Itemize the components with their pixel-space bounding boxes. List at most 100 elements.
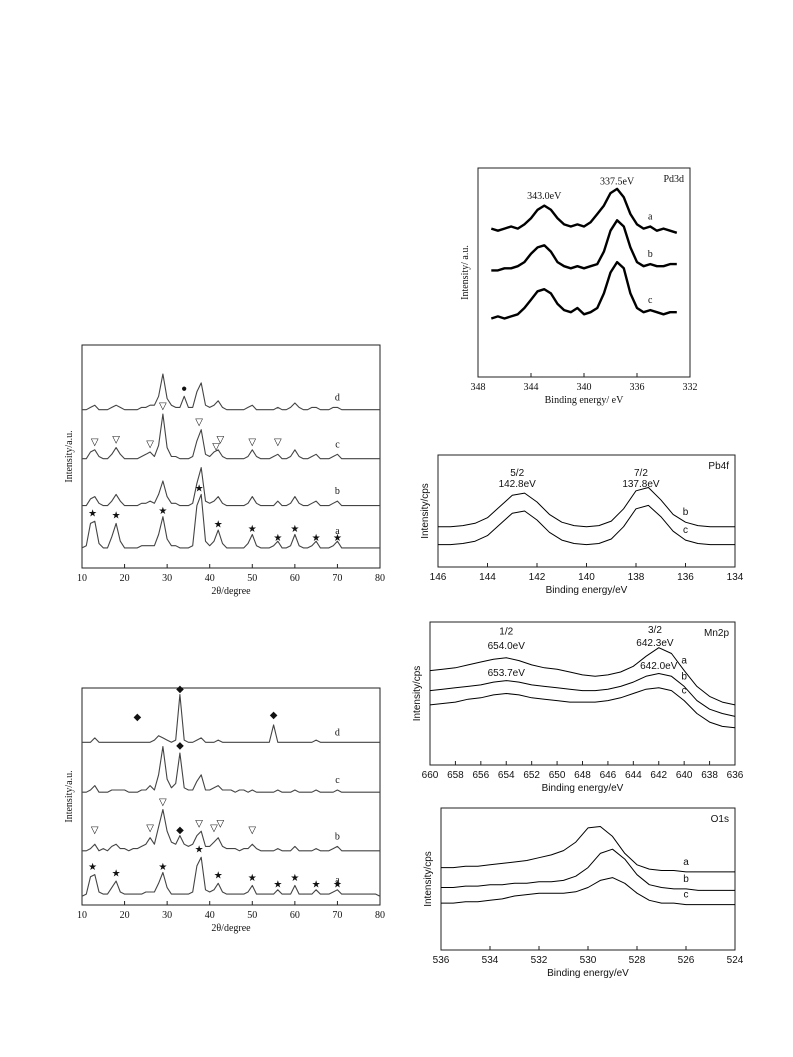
spectrum-line	[429, 687, 736, 729]
x-tick-label: 528	[629, 955, 646, 966]
spectrum-line	[438, 487, 735, 528]
x-tick-label: 640	[676, 770, 693, 781]
annotation: ▽	[91, 437, 99, 448]
series-label: b	[648, 249, 653, 260]
annotation: ▽	[146, 439, 154, 450]
x-tick-label: 10	[77, 910, 87, 921]
spectrum-line	[81, 856, 381, 897]
annotation: 337.5eV	[600, 177, 635, 188]
annotation: ★	[158, 862, 167, 873]
spectrum-line	[82, 467, 380, 507]
x-tick-label: 532	[531, 955, 548, 966]
annotation: ★	[112, 868, 121, 879]
annotation: ◆	[176, 740, 184, 751]
x-tick-label: 70	[332, 573, 342, 584]
x-tick-label: 30	[162, 573, 172, 584]
x-axis-label: Binding energy/eV	[542, 783, 624, 794]
annotation: 137.8eV	[622, 479, 660, 490]
plot-frame	[81, 344, 381, 569]
panel-title: Mn2p	[704, 628, 729, 639]
annotation: ★	[214, 519, 223, 530]
annotation: ★	[290, 524, 299, 535]
annotation: ▽	[195, 819, 203, 830]
y-axis-label: Intensity/cps	[412, 666, 423, 722]
annotation: ★	[195, 845, 204, 856]
x-tick-label: 10	[77, 573, 87, 584]
x-tick-label: 336	[630, 382, 645, 393]
annotation: 642.3eV	[636, 638, 674, 649]
x-tick-label: 658	[447, 770, 464, 781]
annotation: ★	[248, 873, 257, 884]
series-label: b	[683, 874, 689, 885]
x-tick-label: 146	[430, 572, 447, 583]
spectrum-line	[82, 693, 380, 743]
x-tick-label: 660	[422, 770, 439, 781]
series-label: a	[648, 212, 653, 223]
plot-frame	[440, 807, 736, 951]
annotation: ★	[112, 510, 121, 521]
y-axis-label: Intensity/ a.u.	[460, 245, 471, 300]
spectrum-line	[490, 187, 678, 234]
x-tick-label: 636	[727, 770, 744, 781]
spectrum-line	[491, 219, 677, 272]
x-axis-label: 2θ/degree	[211, 923, 251, 934]
annotation: ▽	[159, 797, 167, 808]
spectrum-line	[441, 848, 735, 891]
x-tick-label: 646	[600, 770, 617, 781]
x-tick-label: 20	[120, 910, 130, 921]
x-tick-label: 536	[433, 955, 450, 966]
x-tick-label: 40	[205, 910, 215, 921]
annotation: ★	[273, 533, 282, 544]
x-tick-label: 534	[482, 955, 499, 966]
annotation: ▽	[248, 825, 256, 836]
annotation: ●	[181, 383, 187, 394]
x-tick-label: 638	[701, 770, 718, 781]
x-tick-label: 30	[162, 910, 172, 921]
annotation: 7/2	[634, 468, 648, 479]
x-tick-label: 50	[247, 910, 257, 921]
series-label: b	[335, 486, 340, 497]
annotation: ★	[158, 506, 167, 517]
annotation: ★	[273, 879, 282, 890]
plot-frame	[477, 167, 691, 378]
annotation: ▽	[210, 823, 218, 834]
spectrum-line	[429, 673, 736, 717]
spectrum-line	[82, 373, 380, 411]
x-tick-label: 50	[247, 573, 257, 584]
series-label: c	[684, 890, 689, 901]
series-label: b	[335, 831, 340, 842]
series-label: c	[335, 439, 340, 450]
annotation: ▽	[274, 437, 282, 448]
spectrum-line	[82, 808, 380, 852]
series-label: c	[335, 775, 340, 786]
x-tick-label: 140	[578, 572, 595, 583]
series-label: d	[335, 727, 340, 738]
x-tick-label: 134	[727, 572, 744, 583]
spectrum-line	[441, 826, 735, 873]
panel-title: Pd3d	[663, 174, 684, 185]
annotation: ▽	[91, 825, 99, 836]
spectrum-line	[438, 504, 735, 546]
x-tick-label: 526	[678, 955, 695, 966]
x-tick-label: 656	[472, 770, 489, 781]
annotation: 142.8eV	[499, 479, 537, 490]
x-tick-label: 654	[498, 770, 515, 781]
annotation: ◆	[133, 712, 141, 723]
x-tick-label: 40	[205, 573, 215, 584]
series-label: c	[683, 525, 688, 536]
annotation: ▽	[195, 417, 203, 428]
x-tick-label: 344	[524, 382, 539, 393]
x-tick-label: 60	[290, 910, 300, 921]
annotation: ★	[195, 484, 204, 495]
x-tick-label: 652	[523, 770, 540, 781]
annotation: 642.0eV	[640, 661, 678, 672]
annotation: ▽	[146, 823, 154, 834]
spectrum-line	[441, 877, 735, 906]
series-label: a	[335, 875, 340, 886]
x-tick-label: 332	[683, 382, 698, 393]
series-label: b	[681, 671, 687, 682]
spectrum-line	[82, 746, 380, 793]
series-label: a	[335, 526, 340, 537]
x-tick-label: 530	[580, 955, 597, 966]
